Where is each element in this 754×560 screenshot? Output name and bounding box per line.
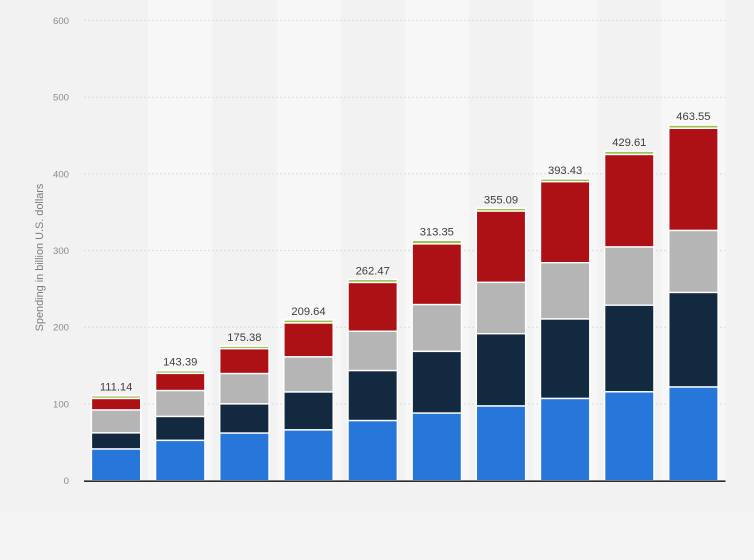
svg-text:100: 100 — [53, 399, 69, 410]
svg-text:209.64: 209.64 — [291, 306, 325, 318]
svg-text:262.47: 262.47 — [356, 265, 390, 277]
svg-text:500: 500 — [53, 93, 69, 104]
svg-text:600: 600 — [53, 16, 69, 27]
svg-text:393.43: 393.43 — [548, 165, 582, 177]
svg-text:400: 400 — [53, 169, 69, 180]
svg-text:355.09: 355.09 — [484, 194, 518, 206]
svg-text:200: 200 — [53, 323, 69, 334]
svg-text:463.55: 463.55 — [676, 111, 710, 123]
svg-text:Spending in billion U.S. dolla: Spending in billion U.S. dollars — [34, 183, 46, 331]
svg-text:143.39: 143.39 — [163, 357, 197, 369]
svg-text:313.35: 313.35 — [420, 226, 454, 238]
svg-text:0: 0 — [64, 476, 69, 487]
svg-text:300: 300 — [53, 246, 69, 257]
svg-text:111.14: 111.14 — [100, 382, 133, 394]
svg-text:429.61: 429.61 — [612, 137, 646, 149]
svg-text:175.38: 175.38 — [227, 332, 261, 344]
